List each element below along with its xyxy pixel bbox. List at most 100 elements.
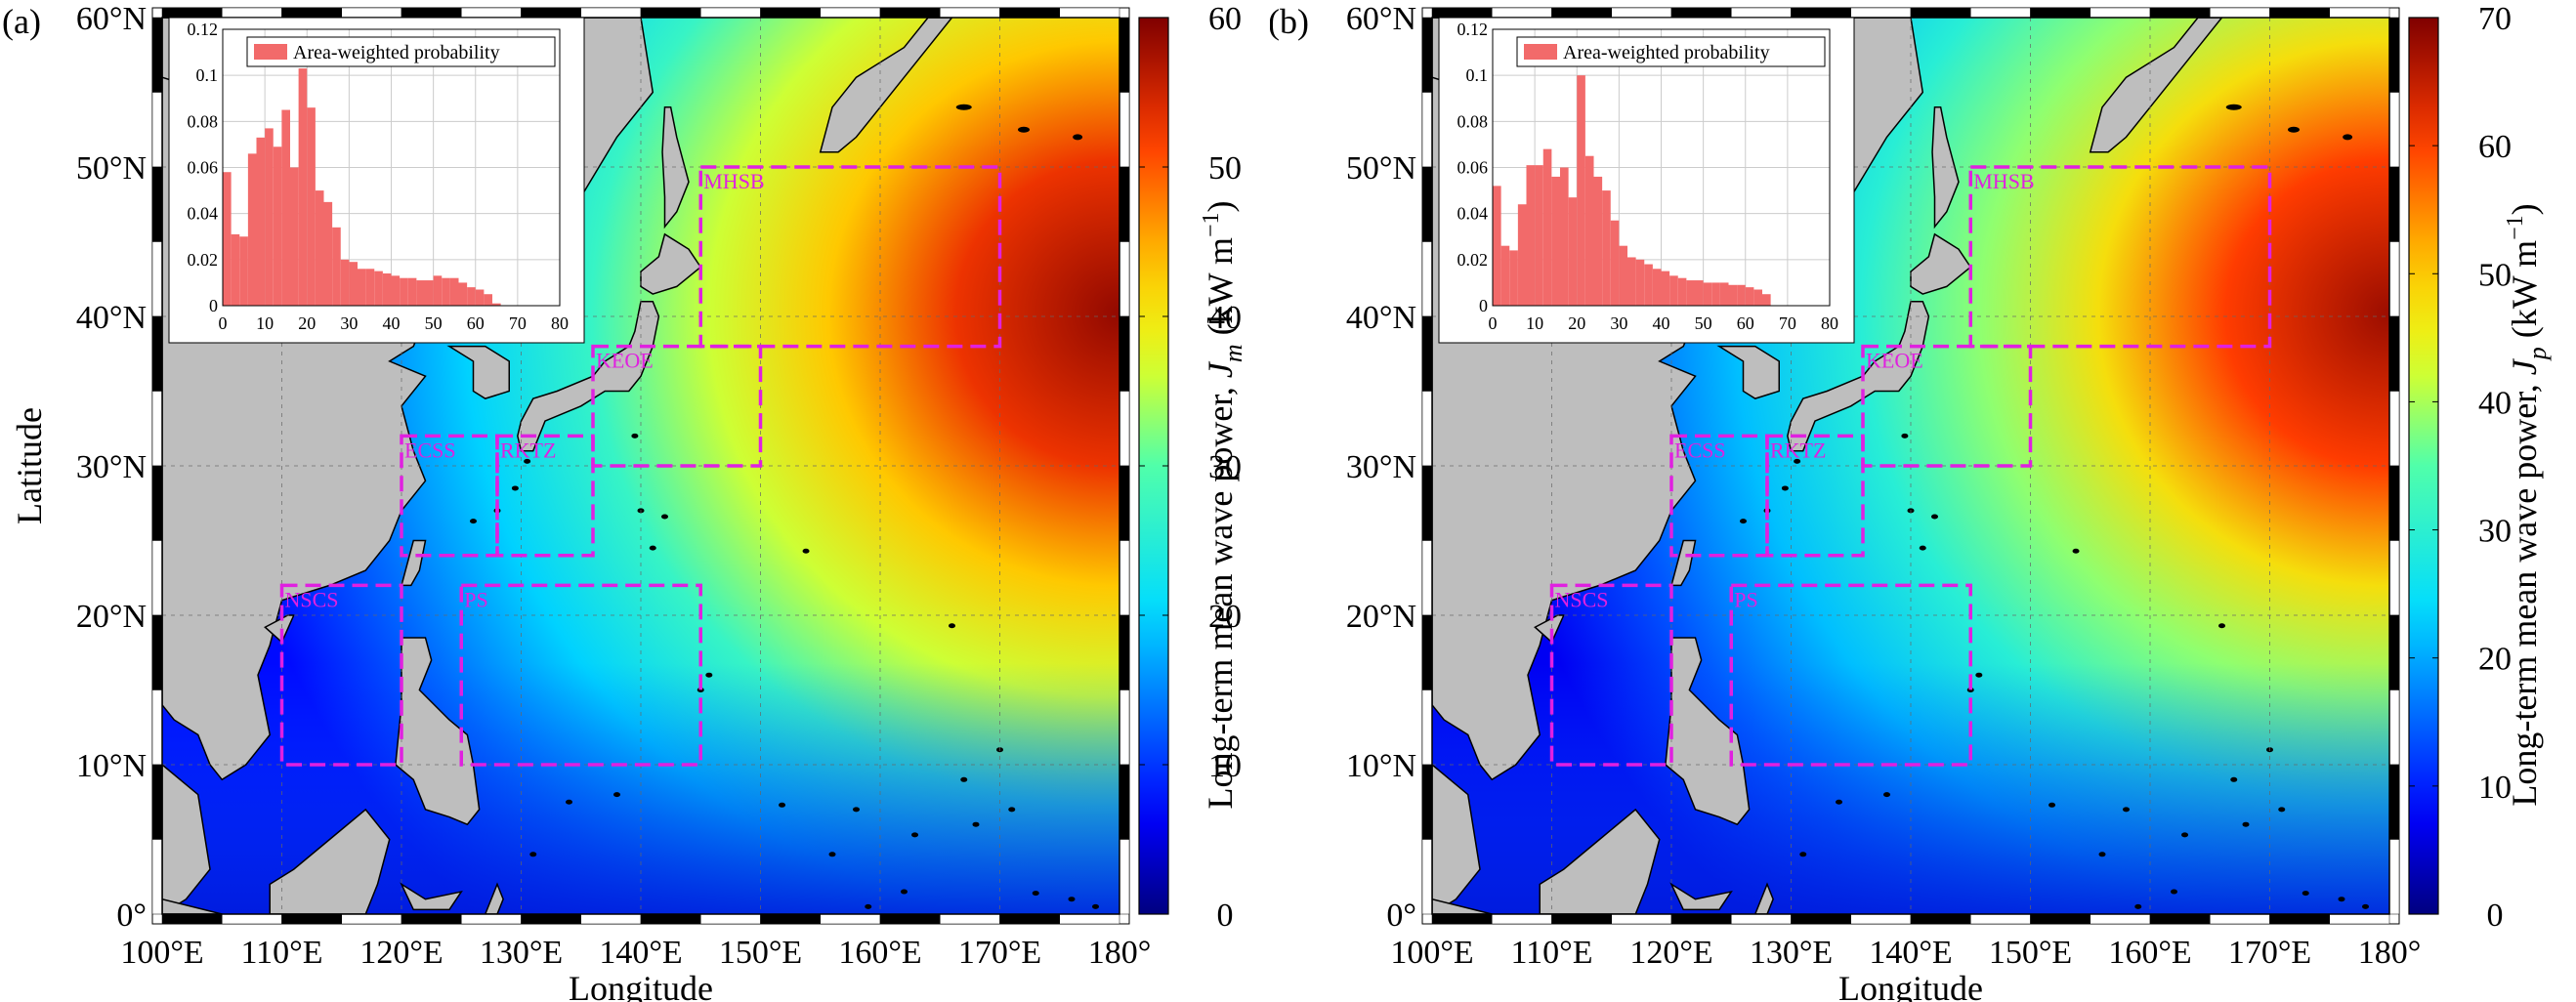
region-box-keoe [591,344,763,468]
island-marker [649,545,656,551]
colorbar-label-unit-close: ) [1201,200,1240,212]
histogram-bar [256,137,266,306]
inset-y-tick-label: 0 [1479,296,1488,315]
histogram-bar [433,275,443,306]
colorbar-tick-label: 60 [2478,129,2512,165]
frame-segment [2388,315,2400,392]
frame-segment [521,913,581,925]
x-axis-label: Longitude [1838,969,1983,1002]
frame-segment [1431,7,1493,19]
island-aleutian [1018,126,1030,133]
frame-segment [820,913,881,925]
land-sumatra [1432,898,1493,914]
x-tick-label: 180° [2358,935,2422,971]
island-marker [960,776,968,782]
histogram-bar [492,303,501,306]
frame-segment [1119,614,1130,690]
frame-segment [2090,7,2151,19]
region-label-ps: PS [464,587,487,611]
inset-x-tick-label: 10 [1526,313,1543,333]
region-box-ecss [1669,434,1769,558]
colorbar-tick-label: 30 [1208,449,1242,485]
x-tick-label: 140°E [599,935,682,971]
colorbar [2408,17,2439,915]
island-marker [2362,903,2369,909]
inset-y-tick-label: 0 [209,296,218,315]
histogram-bar [1542,148,1552,306]
inset-axes-box [1492,28,1831,307]
region-label-rktz: RKTZ [1770,438,1826,462]
inset-x-tick-label: 50 [425,313,443,333]
island-aleutian [2288,126,2300,133]
colorbar-tick-label: 10 [2478,770,2512,806]
y-tick-label: 0° [1386,898,1416,934]
x-tick-label: 180° [1088,935,1152,971]
histogram-bar [1526,165,1536,306]
frame-segment [1910,7,1971,19]
y-tick-label: 50°N [1346,150,1416,187]
island-marker [2338,897,2345,902]
island-marker [529,852,537,857]
frame-segment [2388,614,2400,690]
region-box-rktz [1765,434,1865,558]
frame-segment [2388,839,2400,915]
frame-segment [1119,540,1130,616]
island-aleutian [1073,134,1083,141]
frame-segment [161,7,223,19]
frame-segment [341,913,402,925]
inset-legend-box [1516,36,1826,67]
frame-segment [760,7,821,19]
inset-x-tick-label: 0 [1489,313,1498,333]
island-marker [2171,889,2177,895]
land-hokkaido [640,232,702,295]
colorbar-tick-label: 0 [1217,898,1234,934]
frame-segment [1119,764,1130,840]
frame-segment [161,913,223,925]
frame-segment [1850,913,1912,925]
frame-segment [1119,92,1130,168]
frame-segment [2388,17,2400,93]
frame-segment [151,614,163,690]
island-marker [949,623,955,629]
histogram-bar [298,68,308,306]
frame-segment [401,7,462,19]
region-label-nscs: NSCS [285,587,339,611]
frame-segment [999,7,1060,19]
inset-x-tick-label: 20 [1568,313,1585,333]
region-label-ps: PS [1734,587,1757,611]
frame-segment [999,913,1060,925]
island-marker [661,514,668,520]
frame-segment [1421,689,1433,766]
colorbar-tick-label: 0 [2487,898,2504,934]
land-philippines [1665,637,1751,826]
frame-segment [151,764,163,840]
histogram-bar [1627,257,1636,306]
frame-segment [2388,540,2400,616]
colorbar-tick-label: 10 [1208,748,1242,784]
frame-segment [940,913,1000,925]
colorbar-label-symbol: J [1201,360,1240,378]
land-kamchatka [819,18,953,153]
histogram-bar [1560,167,1569,306]
panel-a: MHSB KEOE ECSS RKTZ NSCS PS 100°E 110°E 120°E 130… [0,0,1270,1002]
frame-segment [1611,913,1672,925]
island-marker [1975,672,1983,678]
histogram-bar [1584,155,1594,306]
frame-inner [161,17,1120,915]
inset-y-tick-label: 0.1 [1466,65,1489,85]
land-sulawesi [1669,882,1733,911]
frame-segment [222,913,282,925]
inset-x-tick-label: 0 [219,313,228,333]
inset-y-tick-label: 0.08 [1457,111,1489,131]
histogram-bar [307,107,316,306]
island-marker [1919,545,1926,551]
colorbar-label-main: Long-term mean wave power, [2505,375,2544,806]
histogram-bar [458,282,468,306]
inset-legend-swatch [1524,44,1557,60]
frame-segment [1119,17,1130,93]
map-frame [1421,7,2400,925]
inset-x-tick-label: 80 [1821,313,1838,333]
frame-segment [151,689,163,766]
panel-b: MHSB KEOE ECSS RKTZ NSCS PS 100°E 110°E 120°E 130… [1270,0,2576,1002]
land-philippines [395,637,481,826]
